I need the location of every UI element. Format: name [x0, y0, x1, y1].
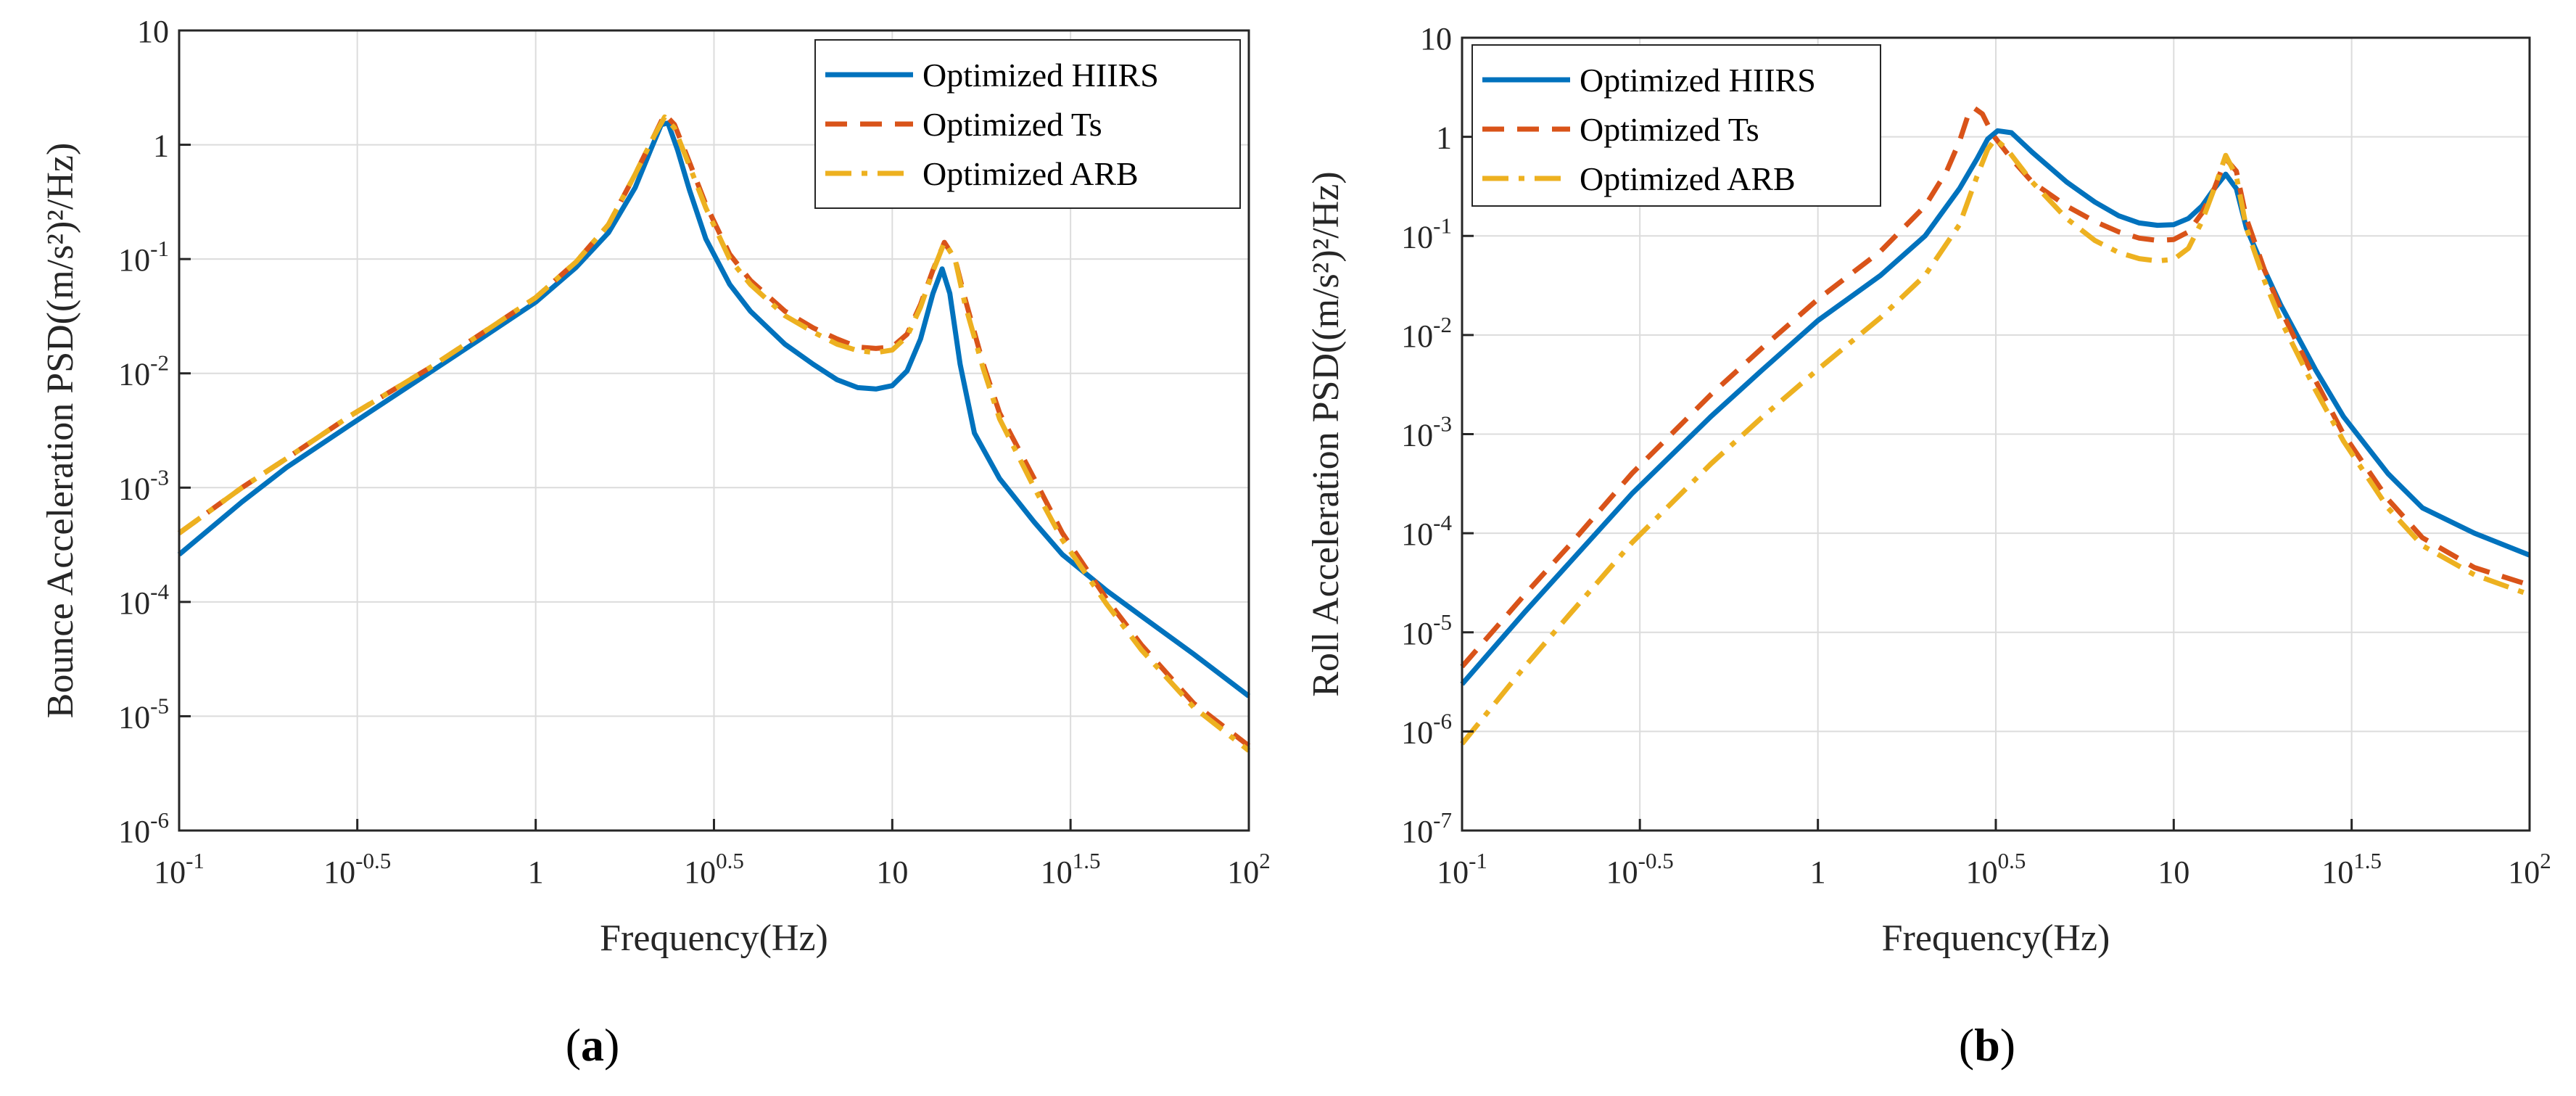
panel-caption: (b) [1959, 1019, 2015, 1071]
series-line-optimized-hiirs [177, 120, 1251, 699]
x-axis-label: Frequency(Hz) [1882, 918, 2110, 959]
x-tick-label: 100.5 [1966, 848, 2026, 890]
y-tick-label: 1 [1436, 120, 1452, 156]
y-tick-label: 10-3 [118, 464, 169, 506]
y-tick-label: 10-4 [1401, 510, 1452, 552]
legend-box [814, 39, 1241, 209]
legend-label: Optimized HIIRS [1580, 62, 1816, 99]
y-tick-label: 10-6 [118, 807, 169, 849]
legend: Optimized HIIRS Optimized Ts Optimized ARB [814, 39, 1241, 209]
x-tick-label: 101.5 [1041, 848, 1101, 890]
y-tick-label: 10-1 [1401, 213, 1452, 255]
legend-label: Optimized ARB [922, 155, 1139, 192]
legend-label: Optimized ARB [1580, 160, 1796, 197]
legend-label: Optimized HIIRS [922, 57, 1159, 94]
chart-panel-b: 10-1 10-0.5 1 100.5 10 101.5 102 10 1 10-1 10-2 10-… [1305, 21, 2551, 959]
y-tick-label: 10-1 [118, 236, 169, 278]
x-axis-label: Frequency(Hz) [600, 918, 828, 959]
x-tick-label: 10-1 [1437, 848, 1487, 890]
x-tick-label: 100.5 [684, 848, 744, 890]
y-tick-label: 10-4 [118, 579, 169, 621]
x-tick-label: 102 [1227, 848, 1271, 890]
y-tick-label: 10 [1420, 21, 1452, 57]
x-tick-label: 1 [1810, 854, 1826, 890]
x-tick-label: 10-0.5 [1606, 848, 1674, 890]
x-tick-label: 101.5 [2321, 848, 2382, 890]
x-tick-label: 10 [876, 854, 908, 890]
legend-label: Optimized Ts [922, 106, 1102, 143]
y-tick-label: 1 [153, 128, 169, 164]
y-tick-label: 10-5 [118, 693, 169, 735]
series-line-optimized-hiirs [1460, 128, 2531, 686]
y-tick-label: 10-3 [1401, 411, 1452, 453]
series-line-optimized-arb [1460, 136, 2531, 746]
legend-label: Optimized Ts [1580, 111, 1759, 148]
x-tick-label: 10 [2158, 854, 2189, 890]
series-line-optimized-arb [177, 114, 1251, 753]
x-tick-label: 102 [2508, 848, 2551, 890]
y-tick-label: 10-2 [118, 350, 169, 392]
y-tick-label: 10-6 [1401, 708, 1452, 750]
y-tick-label: 10 [137, 14, 169, 49]
y-tick-label: 10-2 [1401, 312, 1452, 354]
x-tick-label: 10-1 [154, 848, 205, 890]
x-tick-label: 10-0.5 [323, 848, 391, 890]
x-tick-label: 1 [528, 854, 544, 890]
y-tick-label: 10-7 [1401, 807, 1452, 849]
y-axis-label: Bounce Acceleration PSD((m/s²)²/Hz) [40, 143, 81, 719]
legend: Optimized HIIRS Optimized Ts Optimized ARB [1471, 44, 1881, 207]
y-tick-label: 10-5 [1401, 609, 1452, 651]
panel-caption: (a) [566, 1019, 620, 1071]
chart-panel-a: 10-1 10-0.5 1 100.5 10 101.5 102 10 1 10-1 10-2 10-… [40, 14, 1271, 959]
y-axis-label: Roll Acceleration PSD((m/s²)²/Hz) [1305, 171, 1347, 696]
